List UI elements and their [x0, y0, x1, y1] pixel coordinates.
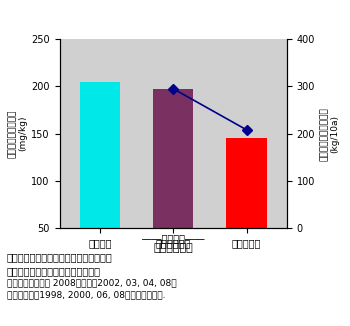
- Bar: [80, 82, 120, 275]
- Text: 富山農総技セ園場 2008年調査、2002, 03, 04, 08年: 富山農総技セ園場 2008年調査、2002, 03, 04, 08年: [7, 279, 177, 288]
- Y-axis label: 可給態窒素量（棒）
(mg/kg): 可給態窒素量（棒） (mg/kg): [8, 110, 27, 158]
- Text: ――田畚輪換――: ――田畚輪換――: [142, 233, 204, 243]
- Text: に緑聂作付、1998, 2000, 06, 08年にダイズ作付.: に緑聂作付、1998, 2000, 06, 08年にダイズ作付.: [7, 291, 166, 300]
- Y-axis label: ダイズ収量（折れ線）
(kg/10a): ダイズ収量（折れ線） (kg/10a): [320, 107, 339, 160]
- Bar: [153, 89, 194, 275]
- Bar: [226, 139, 267, 275]
- Text: 図３　緑聂ヘアリーベッチ導入による土: 図３ 緑聂ヘアリーベッチ導入による土: [7, 253, 113, 263]
- Text: 圏場管理方法: 圏場管理方法: [153, 243, 193, 253]
- Text: 壌可給態窒素量の修復とダイズ収量: 壌可給態窒素量の修復とダイズ収量: [7, 266, 101, 276]
